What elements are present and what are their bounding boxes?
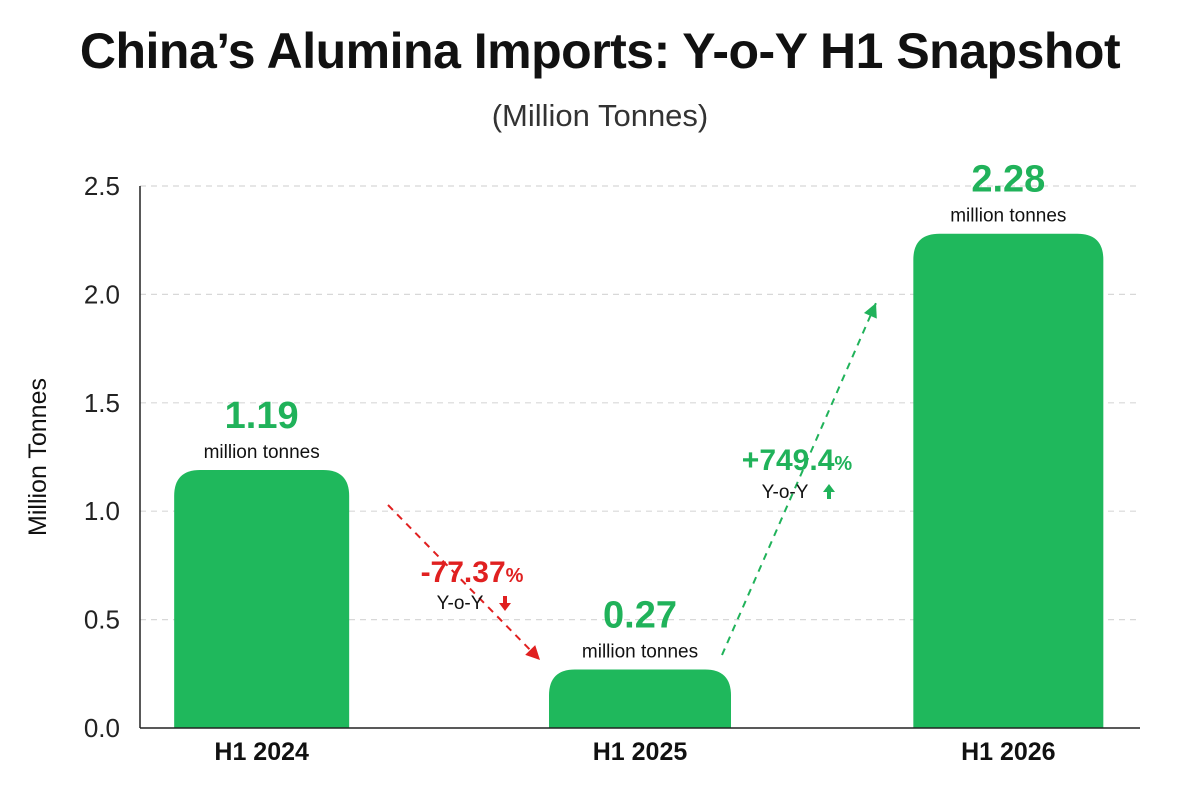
chart-subtitle: (Million Tonnes) (491, 98, 709, 133)
y-tick-label: 0.5 (84, 605, 120, 635)
y-tick-label: 0.0 (84, 713, 120, 743)
decrease-percent: -77.37% (421, 556, 524, 589)
bar (549, 669, 731, 728)
change-arrows (387, 302, 877, 661)
y-axis-label: Million Tonnes (24, 378, 52, 536)
decrease-arrow (387, 504, 541, 661)
down-arrow-icon (499, 596, 511, 611)
x-tick-label: H1 2026 (961, 738, 1056, 766)
chart-title: China’s Alumina Imports: Y-o-Y H1 Snapsh… (79, 23, 1121, 79)
increase-arrow-head (863, 303, 877, 319)
increase-percent-value: +749.4 (742, 444, 835, 477)
y-axis-ticks: 0.0 0.5 1.0 1.5 2.0 2.5 (84, 171, 120, 743)
decrease-yoy-label: Y-o-Y (437, 593, 484, 614)
bar-labels: H1 2024 1.19 million tonnes H1 2025 0.27 mill… (204, 159, 1067, 766)
data-label: 0.27 (603, 594, 677, 636)
y-tick-label: 2.5 (84, 171, 120, 201)
y-tick-label: 1.0 (84, 496, 120, 526)
increase-arrow (721, 302, 877, 656)
up-arrow-icon (823, 484, 835, 499)
bar (913, 233, 1104, 729)
x-tick-label: H1 2025 (593, 738, 688, 766)
increase-yoy-label: Y-o-Y (762, 482, 809, 503)
bar (174, 470, 350, 728)
data-label-unit: million tonnes (950, 206, 1066, 227)
increase-percent: +749.4% (742, 444, 853, 477)
y-tick-label: 2.0 (84, 279, 120, 309)
y-tick-label: 1.5 (84, 388, 120, 418)
x-tick-label: H1 2024 (214, 738, 309, 766)
increase-percent-sign: % (834, 453, 852, 475)
decrease-percent-sign: % (506, 565, 524, 587)
data-label-unit: million tonnes (204, 442, 320, 463)
data-label: 1.19 (225, 395, 299, 437)
decrease-arrow-head (525, 645, 540, 660)
bars-layer (174, 233, 1104, 729)
decrease-percent-value: -77.37 (421, 556, 506, 589)
data-label-unit: million tonnes (582, 641, 698, 662)
data-label: 2.28 (971, 159, 1045, 201)
